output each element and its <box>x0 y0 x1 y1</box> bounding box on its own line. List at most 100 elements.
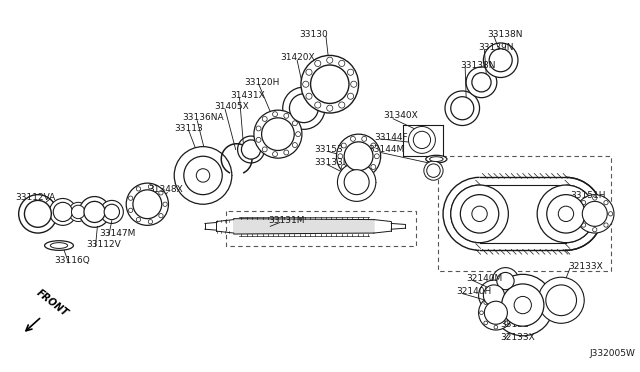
Circle shape <box>79 196 110 227</box>
Circle shape <box>492 267 519 295</box>
Circle shape <box>126 183 168 225</box>
Circle shape <box>604 201 608 205</box>
Circle shape <box>445 91 479 125</box>
Circle shape <box>306 93 312 99</box>
Circle shape <box>575 195 614 233</box>
Text: 33153: 33153 <box>314 145 343 154</box>
Circle shape <box>546 285 577 315</box>
Text: 33133M: 33133M <box>314 158 351 167</box>
Circle shape <box>348 69 354 75</box>
Circle shape <box>32 208 44 219</box>
Text: FRONT: FRONT <box>35 288 70 318</box>
Circle shape <box>100 201 124 224</box>
Text: 32133X: 32133X <box>568 262 603 271</box>
Circle shape <box>554 294 568 307</box>
Circle shape <box>504 321 508 325</box>
Text: 33138N: 33138N <box>460 61 496 70</box>
Circle shape <box>163 202 167 206</box>
Circle shape <box>497 272 514 290</box>
Circle shape <box>273 152 278 157</box>
Circle shape <box>479 311 483 315</box>
Circle shape <box>237 136 264 163</box>
Circle shape <box>351 171 355 176</box>
Circle shape <box>196 169 210 182</box>
Text: 33113: 33113 <box>174 124 203 133</box>
Circle shape <box>283 87 325 129</box>
Text: 31348X: 31348X <box>148 185 183 194</box>
Circle shape <box>262 147 267 152</box>
Circle shape <box>256 137 261 142</box>
Circle shape <box>362 171 367 176</box>
Text: J332005W: J332005W <box>589 349 635 357</box>
Circle shape <box>310 65 349 103</box>
Text: 33112VA: 33112VA <box>15 193 55 202</box>
Circle shape <box>129 208 132 212</box>
Text: 32133X: 32133X <box>500 333 536 342</box>
Circle shape <box>472 73 491 92</box>
Circle shape <box>136 187 141 191</box>
Circle shape <box>284 150 289 155</box>
Circle shape <box>451 185 508 243</box>
Ellipse shape <box>426 155 447 163</box>
Circle shape <box>609 212 612 216</box>
Circle shape <box>289 94 318 123</box>
Circle shape <box>301 55 358 113</box>
Circle shape <box>581 223 586 227</box>
Circle shape <box>159 191 163 195</box>
Circle shape <box>24 201 51 227</box>
Circle shape <box>484 321 488 325</box>
Circle shape <box>582 201 607 226</box>
Text: 33144M: 33144M <box>368 145 404 154</box>
Circle shape <box>129 196 132 200</box>
Circle shape <box>489 49 512 72</box>
Circle shape <box>184 156 222 195</box>
Circle shape <box>337 163 376 201</box>
Circle shape <box>460 195 499 233</box>
Text: 33151H: 33151H <box>570 191 605 200</box>
Circle shape <box>483 43 518 77</box>
Circle shape <box>581 201 586 205</box>
Circle shape <box>338 154 343 159</box>
Ellipse shape <box>45 241 74 250</box>
Circle shape <box>514 296 531 314</box>
Circle shape <box>494 296 498 300</box>
Circle shape <box>494 325 498 329</box>
Text: 31405X: 31405X <box>214 102 250 111</box>
Circle shape <box>273 112 278 117</box>
Circle shape <box>292 121 298 126</box>
Circle shape <box>341 164 346 169</box>
Circle shape <box>424 161 443 180</box>
Circle shape <box>303 81 309 87</box>
Circle shape <box>19 195 57 233</box>
Text: 33139N: 33139N <box>479 43 514 52</box>
Circle shape <box>362 137 367 141</box>
Circle shape <box>351 176 362 188</box>
Circle shape <box>502 284 544 326</box>
Circle shape <box>296 100 312 116</box>
Text: 33131M: 33131M <box>268 216 305 225</box>
Ellipse shape <box>429 157 443 161</box>
Ellipse shape <box>51 243 68 248</box>
Circle shape <box>136 218 141 222</box>
Circle shape <box>339 60 345 67</box>
Circle shape <box>593 228 597 232</box>
Circle shape <box>296 132 301 137</box>
Text: 31340X: 31340X <box>383 111 419 121</box>
Circle shape <box>262 118 294 150</box>
Circle shape <box>72 205 85 219</box>
Text: 32140H: 32140H <box>456 287 492 296</box>
Circle shape <box>374 154 380 159</box>
Circle shape <box>484 301 488 304</box>
Circle shape <box>348 93 354 99</box>
Text: 33120H: 33120H <box>244 78 280 87</box>
Circle shape <box>604 223 608 227</box>
Circle shape <box>174 147 232 204</box>
Text: 33130: 33130 <box>299 30 328 39</box>
Circle shape <box>538 277 584 323</box>
Circle shape <box>427 164 440 177</box>
Circle shape <box>133 190 162 219</box>
Circle shape <box>159 214 163 218</box>
Circle shape <box>68 202 88 222</box>
Circle shape <box>315 102 321 108</box>
Text: 31431X: 31431X <box>230 91 265 100</box>
